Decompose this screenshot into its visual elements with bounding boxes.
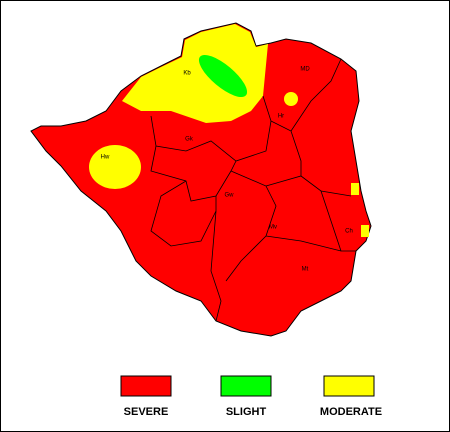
moderate-zone [284, 92, 298, 106]
legend-swatch [323, 375, 375, 397]
place-label: Hw [101, 155, 110, 161]
place-label: Kb [183, 71, 191, 77]
legend-swatch [220, 375, 272, 397]
moderate-zone [351, 183, 359, 195]
place-label: Gw [225, 193, 235, 199]
moderate-zone [122, 24, 268, 123]
legend-swatch [120, 375, 172, 397]
province-boundaries [150, 58, 356, 322]
place-label: Ch [345, 229, 353, 235]
place-label: Mv [269, 225, 277, 231]
legend-label: SLIGHT [226, 406, 267, 418]
legend-label: SEVERE [124, 406, 169, 418]
slight-zone [198, 54, 248, 98]
legend-label: MODERATE [320, 406, 382, 418]
moderate-zone [361, 225, 369, 237]
place-label: MD [300, 67, 310, 73]
place-label: Mt [302, 267, 309, 273]
place-label: Hr [278, 114, 284, 120]
place-label: Gk [185, 137, 194, 143]
moderate-zone [89, 145, 141, 189]
